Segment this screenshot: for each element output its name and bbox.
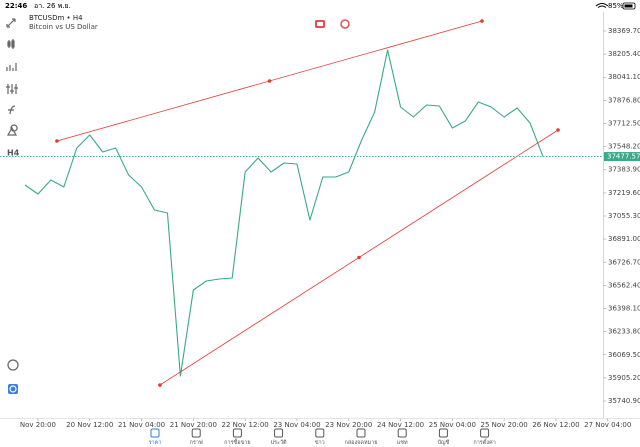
x-tick-label: 26 Nov 12:00 bbox=[532, 421, 579, 429]
x-tick-label: 25 Nov 04:00 bbox=[429, 421, 476, 429]
y-tick-label: 37712.50 bbox=[608, 119, 640, 127]
x-tick-label: 23 Nov 20:00 bbox=[325, 421, 372, 429]
x-tick-label: 25 Nov 20:00 bbox=[481, 421, 528, 429]
trendline-anchor[interactable] bbox=[158, 383, 162, 387]
tab-icon bbox=[150, 428, 160, 438]
tab-label: ข่าว bbox=[315, 440, 325, 446]
tab-label: บัญชี bbox=[437, 439, 449, 446]
shapes-tool[interactable] bbox=[6, 124, 18, 136]
status-date: อา. 26 พ.ย. bbox=[34, 2, 71, 10]
crosshair-tool[interactable] bbox=[6, 18, 16, 28]
x-tick-label: 24 Nov 12:00 bbox=[377, 421, 424, 429]
trendline-midpoint[interactable] bbox=[267, 79, 272, 83]
trendline-anchor[interactable] bbox=[556, 128, 560, 132]
tab-label: กล่องจดหมาย bbox=[344, 440, 377, 446]
x-tick-label: 22 Nov 12:00 bbox=[222, 421, 269, 429]
y-tick-label: 37548.20 bbox=[608, 143, 640, 151]
y-tick-label: 36233.80 bbox=[608, 328, 640, 336]
battery-level: 85% bbox=[608, 2, 624, 10]
y-tick-label: 35740.90 bbox=[608, 397, 640, 405]
plot-area bbox=[24, 19, 560, 387]
candles-tool[interactable] bbox=[7, 39, 15, 49]
tab-item[interactable]: กราฟ bbox=[190, 428, 203, 446]
tab-icon bbox=[315, 428, 325, 438]
tab-icon bbox=[480, 428, 490, 438]
x-tick-label: 23 Nov 04:00 bbox=[273, 421, 320, 429]
tab-item[interactable]: การซื้อขาย bbox=[224, 428, 251, 446]
tab-icon bbox=[274, 428, 284, 438]
tab-label: แชท bbox=[397, 439, 408, 446]
quick-trade-glyph bbox=[317, 22, 323, 26]
tab-label: กราฟ bbox=[190, 439, 203, 446]
tab-item[interactable]: แชท bbox=[397, 428, 408, 446]
trendline-anchor[interactable] bbox=[55, 139, 59, 143]
tab-label: การซื้อขาย bbox=[224, 438, 250, 446]
indicators-tool[interactable] bbox=[6, 63, 17, 71]
tab-icon bbox=[356, 428, 366, 438]
app-logo-mark bbox=[9, 385, 17, 393]
tab-label: การตั้งค่า bbox=[473, 438, 495, 446]
tab-icon bbox=[397, 428, 407, 438]
y-tick-label: 37055.30 bbox=[608, 212, 640, 220]
tab-icon bbox=[438, 428, 448, 438]
x-tick-label: 27 Nov 04:00 bbox=[584, 421, 631, 429]
y-tick-label: 36398.10 bbox=[608, 305, 640, 313]
status-time: 22:46 bbox=[5, 2, 27, 10]
tab-item[interactable]: การตั้งค่า bbox=[473, 428, 496, 446]
battery-icon bbox=[622, 2, 636, 10]
last-price-label: 37477.57 bbox=[607, 153, 640, 161]
indicator-button[interactable] bbox=[340, 19, 350, 29]
tab-bar: ราคา กราฟ การซื้อขาย ประวัติ ข่าว กล่องจดหมาย… bbox=[149, 428, 496, 446]
y-tick-label: 35905.20 bbox=[608, 374, 640, 382]
left-toolbar: H4 bbox=[6, 18, 20, 394]
tab-label: ราคา bbox=[149, 440, 162, 446]
x-tick-label: 21 Nov 20:00 bbox=[170, 421, 217, 429]
symbol-title: BTCUSDm • H4 bbox=[29, 14, 83, 22]
y-tick-label: 36891.00 bbox=[608, 235, 640, 243]
battery-fill bbox=[624, 4, 633, 8]
function-tool[interactable] bbox=[8, 105, 16, 115]
wifi-icon bbox=[595, 3, 609, 8]
tab-item[interactable]: ประวัติ bbox=[271, 428, 287, 446]
symbol-description: Bitcoin vs US Dollar bbox=[29, 23, 98, 31]
y-tick-label: 38041.10 bbox=[608, 73, 640, 81]
trendline-midpoint[interactable] bbox=[357, 255, 361, 260]
y-tick-label: 37876.80 bbox=[608, 96, 640, 104]
trendline-anchor[interactable] bbox=[480, 19, 484, 23]
x-tick-label: 20 Nov 12:00 bbox=[66, 421, 113, 429]
tab-item[interactable]: ข่าว bbox=[315, 428, 325, 446]
timeframe-button[interactable]: H4 bbox=[7, 149, 20, 158]
tab-icon bbox=[232, 428, 242, 438]
last-price-box bbox=[604, 152, 640, 162]
tab-item[interactable]: บัญชี bbox=[437, 428, 450, 446]
tab-item[interactable]: กล่องจดหมาย bbox=[344, 428, 378, 446]
y-tick-label: 36726.70 bbox=[608, 258, 640, 266]
y-tick-label: 38369.70 bbox=[608, 27, 640, 35]
history-tool[interactable] bbox=[7, 359, 19, 371]
y-tick-label: 36562.40 bbox=[608, 281, 640, 289]
y-tick-label: 37219.60 bbox=[608, 189, 640, 197]
x-tick-label: 21 Nov 04:00 bbox=[118, 421, 165, 429]
objects-tool[interactable] bbox=[6, 84, 18, 94]
tab-icon bbox=[191, 428, 201, 438]
price-line bbox=[24, 49, 544, 377]
tab-item[interactable]: ราคา bbox=[149, 428, 162, 446]
tab-label: ประวัติ bbox=[271, 439, 287, 446]
y-tick-label: 37383.90 bbox=[608, 166, 640, 174]
x-tick-label: Nov 20:00 bbox=[20, 421, 56, 429]
y-tick-label: 38205.40 bbox=[608, 50, 640, 58]
y-tick-label: 36069.50 bbox=[608, 351, 640, 359]
